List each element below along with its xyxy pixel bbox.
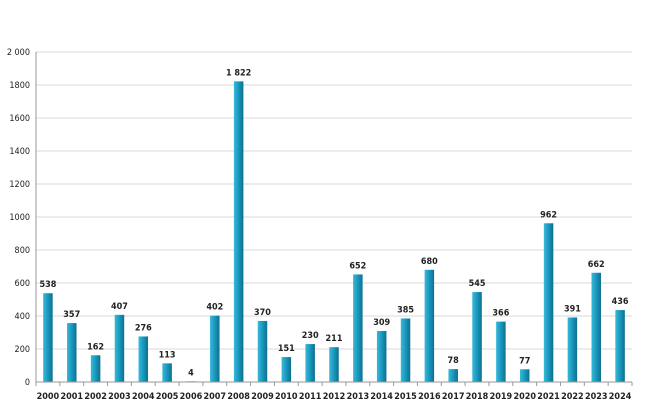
- bar-2021: [543, 223, 554, 382]
- x-tick-label-2013: 2013: [347, 392, 370, 402]
- y-tick-label-1400: 1400: [9, 147, 30, 157]
- data-label-2014: 309: [373, 318, 390, 328]
- x-tick-label-2015: 2015: [394, 392, 417, 402]
- x-tick-label-2023: 2023: [585, 392, 608, 402]
- y-tick-label-1200: 1200: [9, 180, 30, 190]
- data-label-2013: 652: [349, 261, 366, 271]
- bar-2009: [257, 320, 268, 382]
- bar-2010: [281, 357, 292, 382]
- data-labels: 538 357 162 407 276 113 4 402 1 822 370 151 230 211 6…: [39, 68, 628, 378]
- x-tick-label-2000: 2000: [37, 392, 60, 402]
- x-tick-label-2007: 2007: [204, 392, 227, 402]
- x-tick-label-2010: 2010: [275, 392, 298, 402]
- data-label-2007: 402: [206, 303, 223, 313]
- bar-2001: [67, 323, 77, 382]
- gridlines: [36, 51, 632, 350]
- y-tick-label-200: 200: [15, 345, 30, 355]
- data-label-2006: 4: [188, 368, 194, 378]
- bar-2022: [567, 317, 578, 382]
- bar-2015: [400, 318, 411, 382]
- bar-2005: [162, 363, 172, 382]
- data-label-2022: 391: [564, 304, 581, 314]
- data-label-2008: 1 822: [226, 68, 251, 78]
- data-label-2010: 151: [278, 344, 295, 354]
- x-tick-label-2004: 2004: [132, 392, 155, 402]
- x-tick-label-2018: 2018: [466, 392, 489, 402]
- x-tick-label-2020: 2020: [513, 392, 536, 402]
- data-label-2020: 77: [519, 356, 530, 366]
- data-label-2017: 78: [448, 356, 460, 366]
- y-axis-ticks: 0 200 400 600 800 1000 1200 1400 1600 1800 2 000: [7, 48, 30, 388]
- y-tick-label-600: 600: [15, 279, 30, 289]
- data-label-2001: 357: [63, 310, 80, 320]
- x-tick-label-2021: 2021: [537, 392, 560, 402]
- bar-2003: [114, 314, 125, 382]
- bar-2008: [233, 81, 244, 383]
- x-tick-label-2012: 2012: [323, 392, 346, 402]
- data-label-2009: 370: [254, 308, 271, 318]
- y-tick-label-0: 0: [25, 378, 30, 388]
- bar-2023: [591, 272, 601, 382]
- data-label-2024: 436: [612, 297, 629, 307]
- x-tick-label-2019: 2019: [490, 392, 513, 402]
- bars: [43, 81, 625, 383]
- y-tick-label-1000: 1000: [9, 213, 30, 223]
- bar-2011: [305, 344, 315, 382]
- bar-2024: [615, 310, 625, 382]
- bar-2016: [424, 269, 435, 382]
- y-tick-label-1800: 1800: [9, 81, 30, 91]
- bar-2020: [519, 369, 530, 382]
- x-tick-label-2022: 2022: [561, 392, 584, 402]
- y-tick-label-400: 400: [15, 312, 30, 322]
- data-label-2015: 385: [397, 305, 414, 315]
- bar-2012: [329, 347, 339, 382]
- x-tick-label-2008: 2008: [227, 392, 250, 402]
- data-label-2004: 276: [135, 323, 152, 333]
- data-label-2018: 545: [469, 279, 486, 289]
- x-tick-label-2016: 2016: [418, 392, 441, 402]
- x-tick-label-2017: 2017: [442, 392, 465, 402]
- data-label-2002: 162: [87, 342, 104, 352]
- y-tick-label-800: 800: [15, 246, 30, 256]
- x-tick-label-2005: 2005: [156, 392, 179, 402]
- bar-2007: [210, 315, 220, 382]
- x-tick-label-2011: 2011: [299, 392, 322, 402]
- data-label-2003: 407: [111, 302, 128, 312]
- x-tick-label-2014: 2014: [370, 392, 393, 402]
- data-label-2016: 680: [421, 257, 438, 267]
- x-tick-label-2009: 2009: [251, 392, 274, 402]
- x-tick-label-2002: 2002: [84, 392, 107, 402]
- y-tick-label-1600: 1600: [9, 114, 30, 124]
- data-label-2019: 366: [492, 309, 509, 319]
- bar-2000: [43, 293, 53, 382]
- data-label-2012: 211: [326, 334, 343, 344]
- x-axis-ticks: 2000 2001 2002 2003 2004 2005 2006 2007 2008 2009…: [35, 382, 633, 402]
- bar-2004: [138, 336, 149, 382]
- bar-2019: [496, 321, 506, 382]
- data-label-2011: 230: [302, 331, 319, 341]
- x-tick-label-2003: 2003: [108, 392, 131, 402]
- bar-2002: [90, 355, 101, 382]
- x-tick-label-2001: 2001: [60, 392, 83, 402]
- data-label-2000: 538: [39, 280, 56, 290]
- y-tick-label-2000: 2 000: [7, 48, 30, 58]
- bar-2017: [448, 369, 458, 382]
- data-label-2023: 662: [588, 260, 605, 270]
- x-tick-label-2006: 2006: [180, 392, 203, 402]
- data-label-2021: 962: [540, 210, 557, 220]
- bar-2018: [472, 292, 482, 382]
- bar-2013: [353, 274, 363, 382]
- bar-2014: [376, 331, 387, 382]
- data-label-2005: 113: [159, 350, 176, 360]
- x-tick-label-2024: 2024: [609, 392, 632, 402]
